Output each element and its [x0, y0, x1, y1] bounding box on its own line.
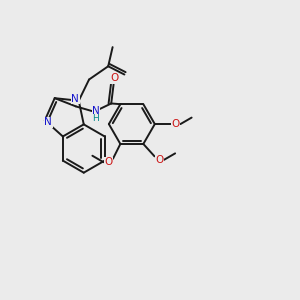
Text: O: O — [104, 157, 112, 167]
Text: O: O — [110, 74, 118, 83]
Text: N: N — [71, 94, 79, 104]
Text: N: N — [92, 106, 100, 116]
Text: H: H — [92, 114, 99, 123]
Text: N: N — [44, 117, 52, 127]
Text: O: O — [172, 119, 180, 129]
Text: O: O — [155, 155, 164, 165]
